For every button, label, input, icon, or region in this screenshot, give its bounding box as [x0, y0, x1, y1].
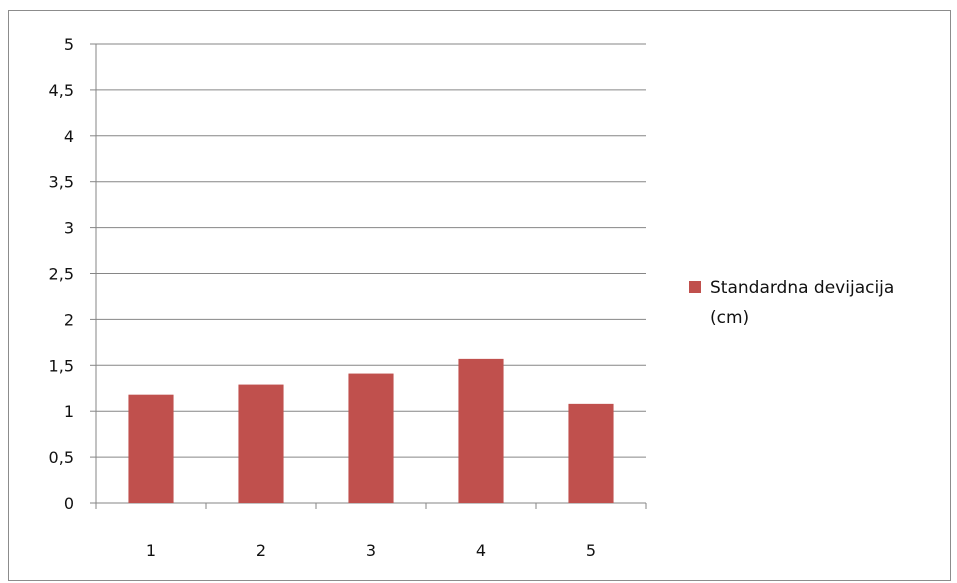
legend-swatch: [689, 281, 701, 293]
y-tick-label: 1: [64, 402, 74, 421]
bar: [348, 373, 394, 503]
bar: [458, 358, 504, 503]
legend-label-line-1: Standardna devijacija: [710, 278, 894, 298]
x-axis: 1 2 3 4 5: [95, 502, 647, 560]
legend: Standardna devijacija (cm): [689, 278, 894, 328]
y-tick-label: 1,5: [49, 356, 74, 375]
x-tick-label: 5: [586, 541, 596, 560]
bars: [128, 358, 614, 503]
y-tick-label: 0: [64, 494, 74, 513]
y-tick-label: 4,5: [49, 81, 74, 100]
x-tick-label: 1: [146, 541, 156, 560]
bar: [238, 384, 284, 503]
gridlines: [96, 43, 646, 458]
y-tick-label: 5: [64, 35, 74, 54]
legend-label-line-2: (cm): [710, 308, 749, 328]
bar: [128, 394, 174, 503]
y-tick-label: 2: [64, 310, 74, 329]
y-tick-label: 4: [64, 127, 74, 146]
bar: [568, 403, 614, 503]
x-tick-label: 2: [256, 541, 266, 560]
y-tick-label: 2,5: [49, 265, 74, 284]
x-tick-label: 4: [476, 541, 486, 560]
y-tick-label: 3: [64, 219, 74, 238]
x-tick-label: 3: [366, 541, 376, 560]
y-axis: 0 0,5 1 1,5 2 2,5 3 3,5 4 4,5 5: [49, 35, 97, 513]
y-tick-label: 0,5: [49, 448, 74, 467]
y-tick-label: 3,5: [49, 173, 74, 192]
